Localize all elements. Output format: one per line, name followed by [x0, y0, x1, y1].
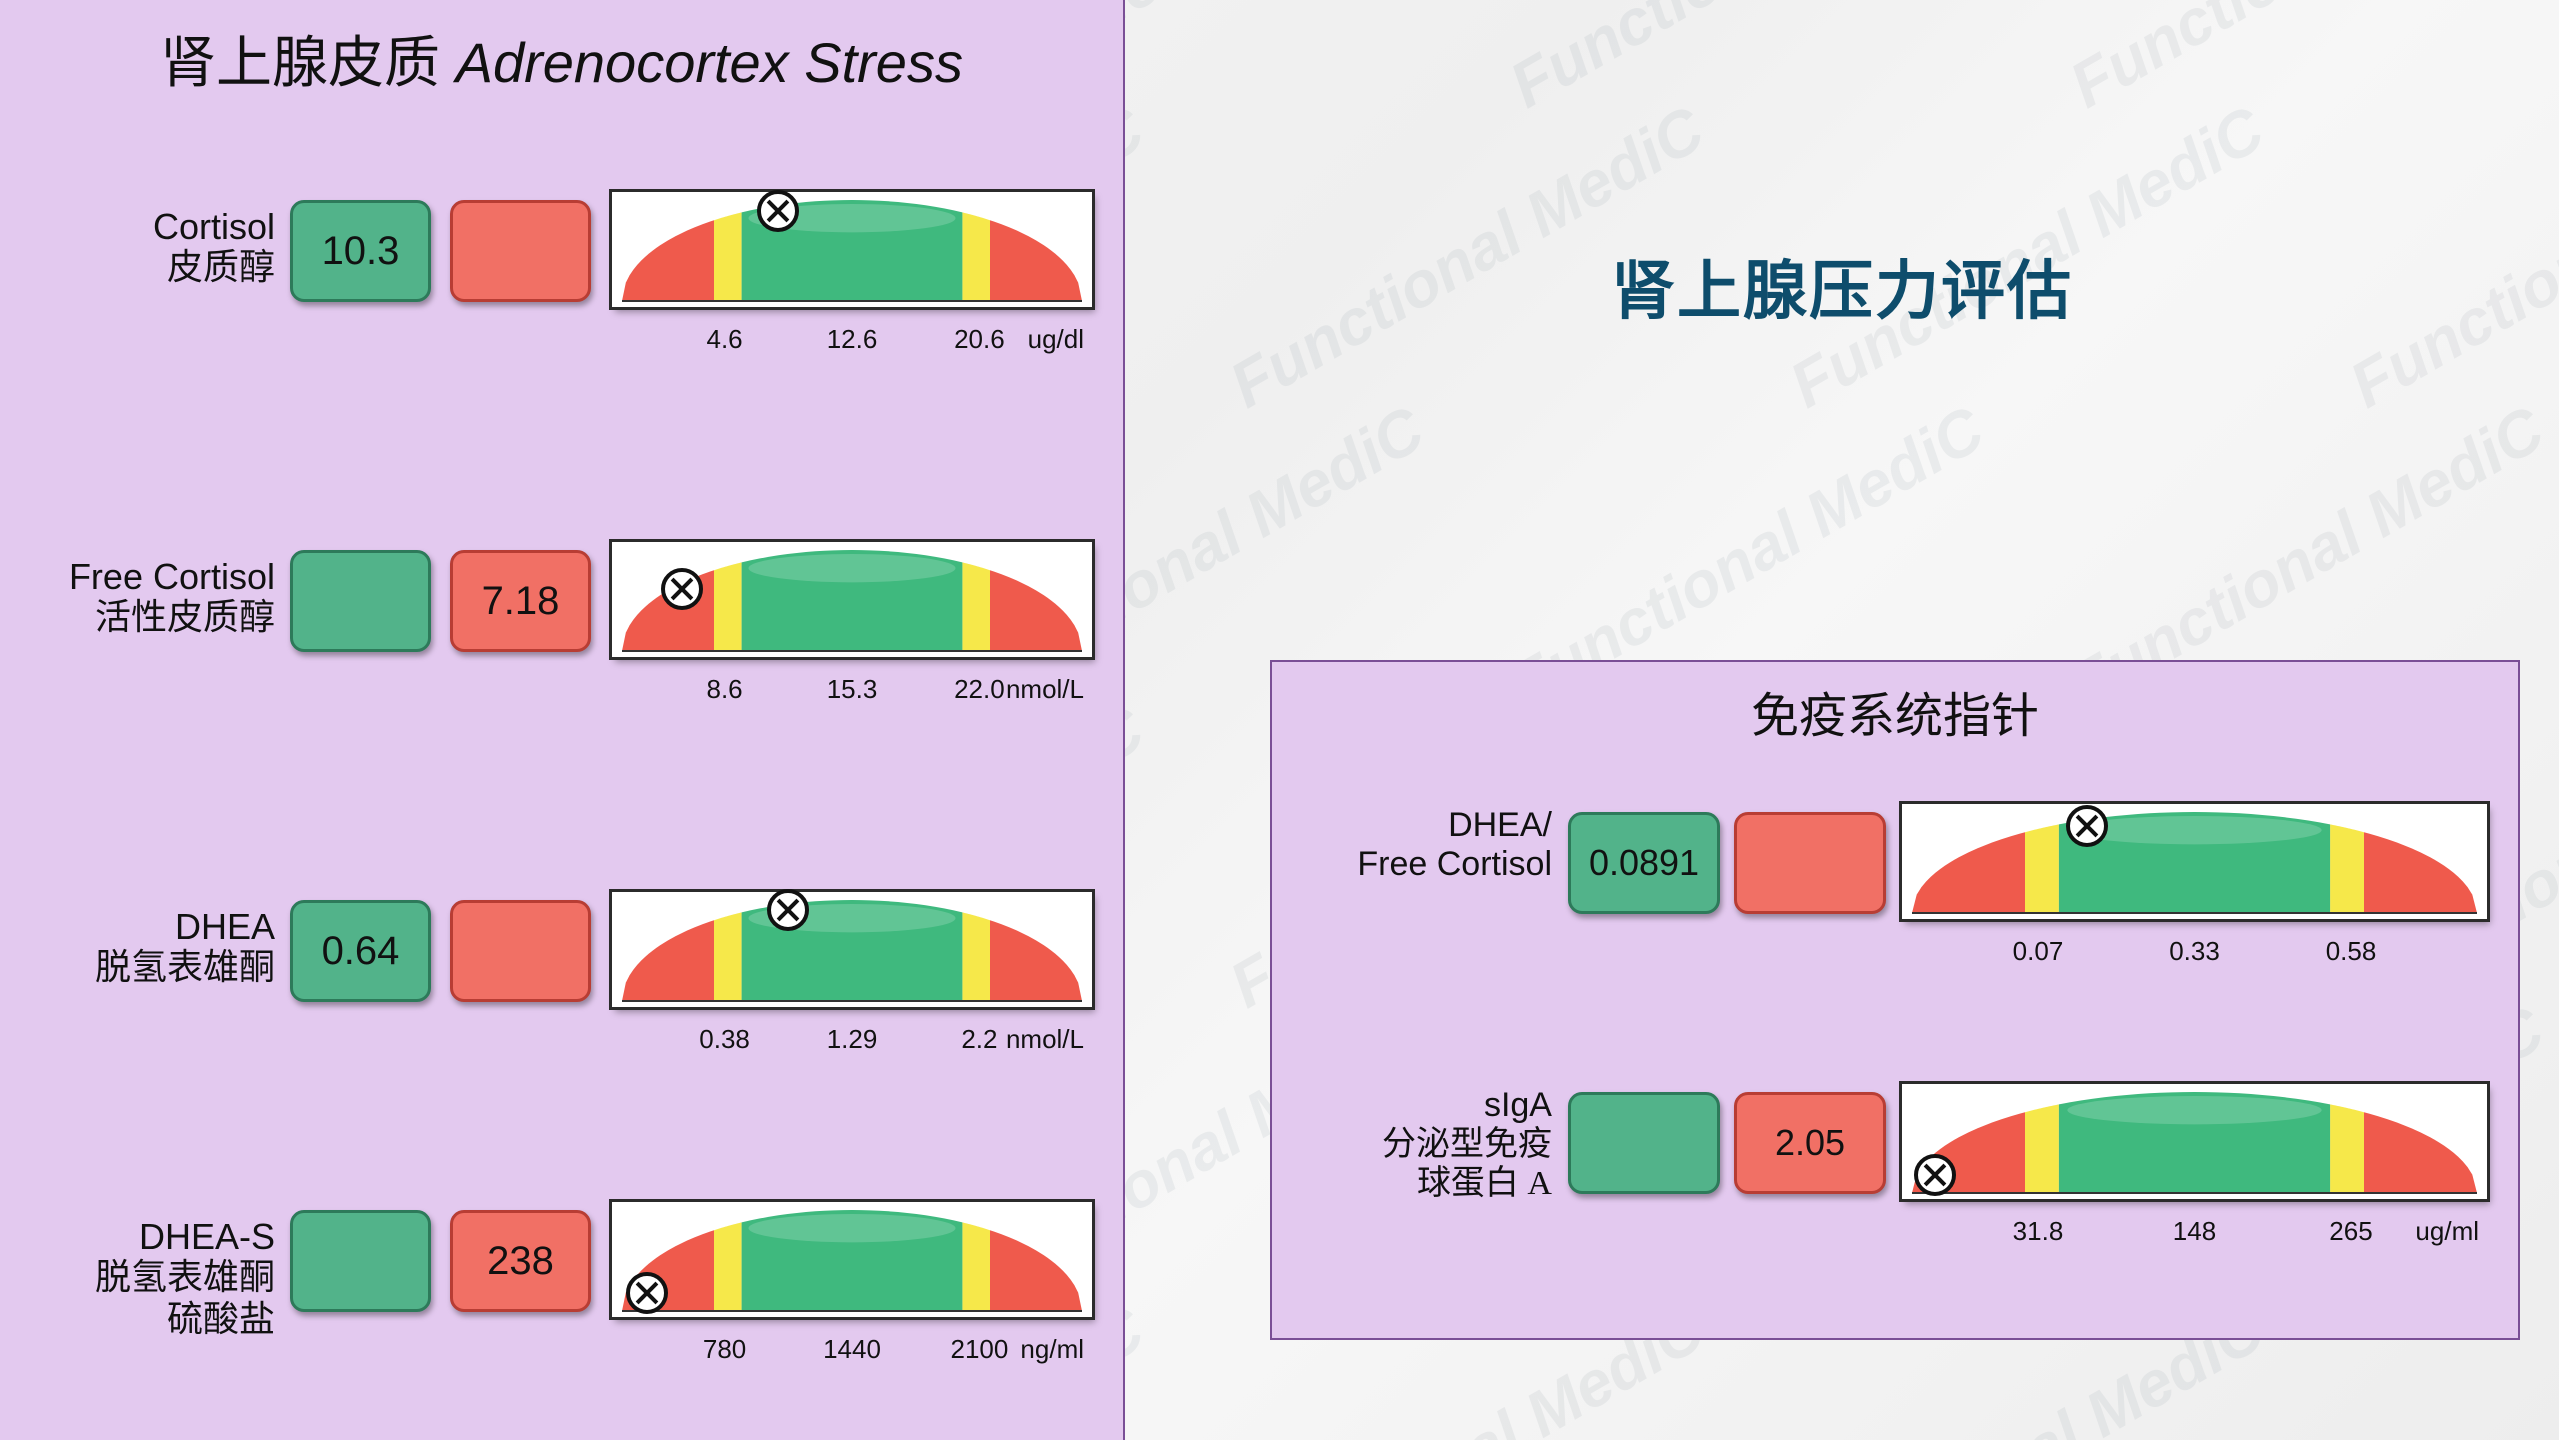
right-panel: 免疫系统指针 DHEA/Free Cortisol0.0891 0.07 0.33 0… — [1270, 660, 2520, 1340]
marker-labels: Free Cortisol活性皮质醇 — [0, 556, 275, 639]
gauge-tick: 31.8 — [2013, 1216, 2064, 1247]
left-panel-title: 肾上腺皮质 Adrenocortex Stress — [0, 18, 1123, 99]
marker-labels: Cortisol皮质醇 — [0, 206, 275, 289]
gauge-tick: 0.07 — [2013, 936, 2064, 967]
value-box-red: 238 — [450, 1210, 591, 1312]
value-box-red: 2.05 — [1734, 1092, 1886, 1194]
gauge-unit: ug/dl — [1028, 324, 1084, 355]
marker-icon — [626, 1272, 668, 1314]
marker-row-cortisol: Cortisol皮质醇10.3 4.6 12.6 20.6 ug/dl — [0, 200, 1123, 375]
marker-labels: DHEA-S脱氢表雄酮硫酸盐 — [0, 1216, 275, 1340]
gauge-tick: 780 — [703, 1334, 746, 1365]
value-box-red — [1734, 812, 1886, 914]
gauge-tick: 22.0 — [954, 674, 1005, 705]
gauge — [612, 192, 1092, 307]
left-title-cn: 肾上腺皮质 — [160, 33, 440, 95]
gauge — [612, 542, 1092, 657]
marker-row-siga: sIgA分泌型免疫球蛋白 A2.0531.8148265ug/ml — [1272, 1092, 2518, 1267]
gauge-tick: 15.3 — [827, 674, 878, 705]
right-panel-title: 免疫系统指针 — [1272, 676, 2518, 746]
value-box-red — [450, 900, 591, 1002]
marker-row-dhea: DHEA脱氢表雄酮0.64 0.38 1.29 2.2 nmol/L — [0, 900, 1123, 1075]
gauge-tick: 20.6 — [954, 324, 1005, 355]
marker-icon — [1914, 1154, 1956, 1196]
gauge-unit: nmol/L — [1006, 1024, 1084, 1055]
value-box-green — [290, 1210, 431, 1312]
gauge-tick: 2.2 — [961, 1024, 997, 1055]
gauge-tick: 0.38 — [699, 1024, 750, 1055]
left-title-en: Adrenocortex Stress — [456, 31, 963, 94]
gauge-unit: nmol/L — [1006, 674, 1084, 705]
marker-labels: sIgA分泌型免疫球蛋白 A — [1272, 1086, 1552, 1203]
page-title-text: 肾上腺压力评估 — [1611, 255, 2073, 327]
gauge-tick: 8.6 — [707, 674, 743, 705]
page-title: 肾上腺压力评估 — [1125, 240, 2559, 332]
marker-row-dhea-s: DHEA-S脱氢表雄酮硫酸盐 238 780 1440 2100 ng/ml — [0, 1210, 1123, 1385]
marker-labels: DHEA/Free Cortisol — [1272, 806, 1552, 884]
marker-row-free-cortisol: Free Cortisol活性皮质醇 7.18 8.6 15.3 22.0nmol/L — [0, 550, 1123, 725]
marker-icon — [2066, 805, 2108, 847]
marker-icon — [661, 568, 703, 610]
value-box-green — [1568, 1092, 1720, 1194]
gauge-tick: 0.33 — [2169, 936, 2220, 967]
gauge-tick: 148 — [2173, 1216, 2216, 1247]
gauge — [612, 892, 1092, 1007]
page-root: Functional MediCFunctional MediCFunction… — [0, 0, 2559, 1440]
gauge-tick: 4.6 — [707, 324, 743, 355]
gauge-unit: ug/ml — [2415, 1216, 2479, 1247]
marker-row-dhea-free-cortisol: DHEA/Free Cortisol0.08910.070.330.58 — [1272, 812, 2518, 987]
gauge-tick: 1.29 — [827, 1024, 878, 1055]
gauge-tick: 2100 — [950, 1334, 1008, 1365]
gauge — [1902, 804, 2487, 919]
marker-labels: DHEA脱氢表雄酮 — [0, 906, 275, 989]
gauge-unit: ng/ml — [1020, 1334, 1084, 1365]
gauge-tick: 265 — [2329, 1216, 2372, 1247]
gauge-tick: 12.6 — [827, 324, 878, 355]
value-box-red — [450, 200, 591, 302]
gauge — [612, 1202, 1092, 1317]
marker-icon — [767, 889, 809, 931]
value-box-green: 10.3 — [290, 200, 431, 302]
gauge-tick: 0.58 — [2326, 936, 2377, 967]
gauge-tick: 1440 — [823, 1334, 881, 1365]
value-box-green: 0.64 — [290, 900, 431, 1002]
marker-icon — [757, 190, 799, 232]
value-box-green — [290, 550, 431, 652]
value-box-red: 7.18 — [450, 550, 591, 652]
value-box-green: 0.0891 — [1568, 812, 1720, 914]
gauge — [1902, 1084, 2487, 1199]
left-panel: 肾上腺皮质 Adrenocortex Stress Cortisol皮质醇10.… — [0, 0, 1125, 1440]
